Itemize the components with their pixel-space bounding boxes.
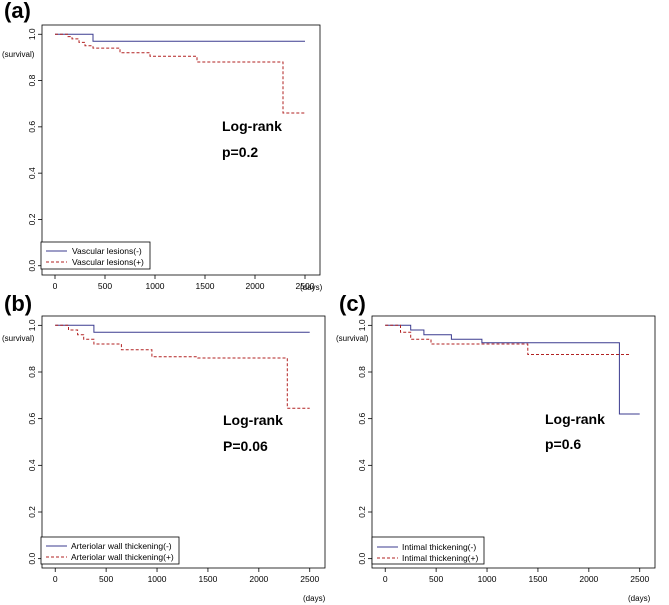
y-axis-label: (survival)	[2, 334, 35, 343]
y-tick-label: 0.2	[27, 506, 37, 518]
y-tick-label: 0.8	[27, 366, 37, 378]
y-tick-label: 0.2	[27, 213, 37, 225]
x-tick-label: 2500	[630, 574, 649, 584]
y-axis-label: (survival)	[336, 334, 369, 343]
x-tick-label: 500	[99, 574, 113, 584]
survival-curve-positive	[55, 324, 310, 409]
y-tick-label: 0.4	[357, 459, 367, 471]
x-tick-label: 0	[383, 574, 388, 584]
x-axis: 0 500 1000 1500 2000 2500	[53, 275, 315, 291]
survival-curve-negative	[55, 33, 305, 42]
y-axis: 0.0 0.2 0.4 0.6 0.8 1.0	[27, 319, 42, 565]
legend: Arteriolar wall thickening(-) Arteriolar…	[40, 536, 180, 565]
legend-box	[371, 536, 485, 565]
logrank-label: Log-rank	[223, 412, 283, 428]
legend-item-positive: Vascular lesions(+)	[72, 257, 144, 267]
x-axis-label: (days)	[628, 594, 651, 603]
y-tick-label: 0.2	[357, 506, 367, 518]
x-tick-label: 0	[53, 574, 58, 584]
legend: Intimal thickening(-) Intimal thickening…	[371, 536, 485, 565]
x-axis-label: (days)	[300, 283, 323, 292]
x-tick-label: 500	[429, 574, 443, 584]
p-value-label: p=0.2	[222, 144, 258, 160]
x-tick-label: 2500	[296, 281, 315, 291]
x-tick-label: 1000	[478, 574, 497, 584]
x-axis-label: (days)	[303, 594, 326, 603]
survival-curve-negative	[385, 324, 640, 415]
panel-a: (a) (survival) (days) 0.0 0.2 0.4 0.6 0.8 1.0…	[2, 0, 323, 292]
y-tick-label: 1.0	[27, 319, 37, 331]
x-tick-label: 500	[98, 281, 112, 291]
x-tick-label: 2000	[249, 574, 268, 584]
plot-frame	[41, 24, 321, 276]
y-tick-label: 1.0	[27, 28, 37, 40]
p-value-label: P=0.06	[223, 438, 268, 454]
y-tick-label: 0.8	[357, 366, 367, 378]
y-tick-label: 0.0	[27, 552, 37, 564]
legend-item-negative: Vascular lesions(-)	[72, 246, 142, 256]
plot-frame	[371, 315, 656, 569]
legend-item-positive: Arteriolar wall thickening(+)	[71, 552, 174, 562]
legend-item-negative: Intimal thickening(-)	[402, 542, 476, 552]
survival-curve-positive	[55, 33, 305, 114]
p-value-label: p=0.6	[545, 436, 581, 452]
panel-c: (c) (survival) (days) 0.0 0.2 0.4 0.6 0.8 1.0…	[336, 291, 656, 603]
logrank-label: Log-rank	[222, 118, 282, 134]
survival-curve-positive	[385, 324, 630, 355]
y-tick-label: 0.8	[27, 74, 37, 86]
legend: Vascular lesions(-) Vascular lesions(+)	[40, 241, 151, 270]
plot-frame	[41, 315, 326, 569]
x-tick-label: 2000	[246, 281, 265, 291]
legend-box	[40, 241, 151, 270]
x-tick-label: 2000	[579, 574, 598, 584]
series-layer	[55, 324, 310, 409]
x-tick-label: 1500	[198, 574, 217, 584]
x-tick-label: 2500	[300, 574, 319, 584]
x-axis: 0 500 1000 1500 2000 2500	[383, 568, 649, 584]
legend-item-negative: Arteriolar wall thickening(-)	[71, 541, 172, 551]
logrank-label: Log-rank	[545, 411, 605, 427]
y-tick-label: 1.0	[357, 319, 367, 331]
legend-item-positive: Intimal thickening(+)	[402, 553, 478, 563]
x-tick-label: 1500	[528, 574, 547, 584]
y-tick-label: 0.6	[357, 412, 367, 424]
x-tick-label: 1500	[196, 281, 215, 291]
panel-label: (a)	[4, 0, 31, 23]
y-tick-label: 0.4	[27, 167, 37, 179]
panel-label: (c)	[339, 291, 366, 316]
y-tick-label: 0.0	[27, 260, 37, 272]
legend-box	[40, 536, 180, 565]
x-axis: 0 500 1000 1500 2000 2500	[53, 568, 319, 584]
series-layer	[55, 33, 305, 114]
x-tick-label: 1000	[148, 574, 167, 584]
y-axis: 0.0 0.2 0.4 0.6 0.8 1.0	[27, 28, 42, 272]
panel-label: (b)	[4, 291, 32, 316]
y-tick-label: 0.4	[27, 459, 37, 471]
survival-curve-negative	[55, 324, 310, 333]
x-tick-label: 1000	[146, 281, 165, 291]
panel-b: (b) (survival) (days) 0.0 0.2 0.4 0.6 0.8 1.0…	[2, 291, 326, 603]
y-tick-label: 0.6	[27, 121, 37, 133]
series-layer	[385, 324, 640, 415]
y-axis-label: (survival)	[2, 50, 35, 59]
y-tick-label: 0.0	[357, 552, 367, 564]
y-axis: 0.0 0.2 0.4 0.6 0.8 1.0	[357, 319, 372, 565]
x-tick-label: 0	[53, 281, 58, 291]
y-tick-label: 0.6	[27, 412, 37, 424]
